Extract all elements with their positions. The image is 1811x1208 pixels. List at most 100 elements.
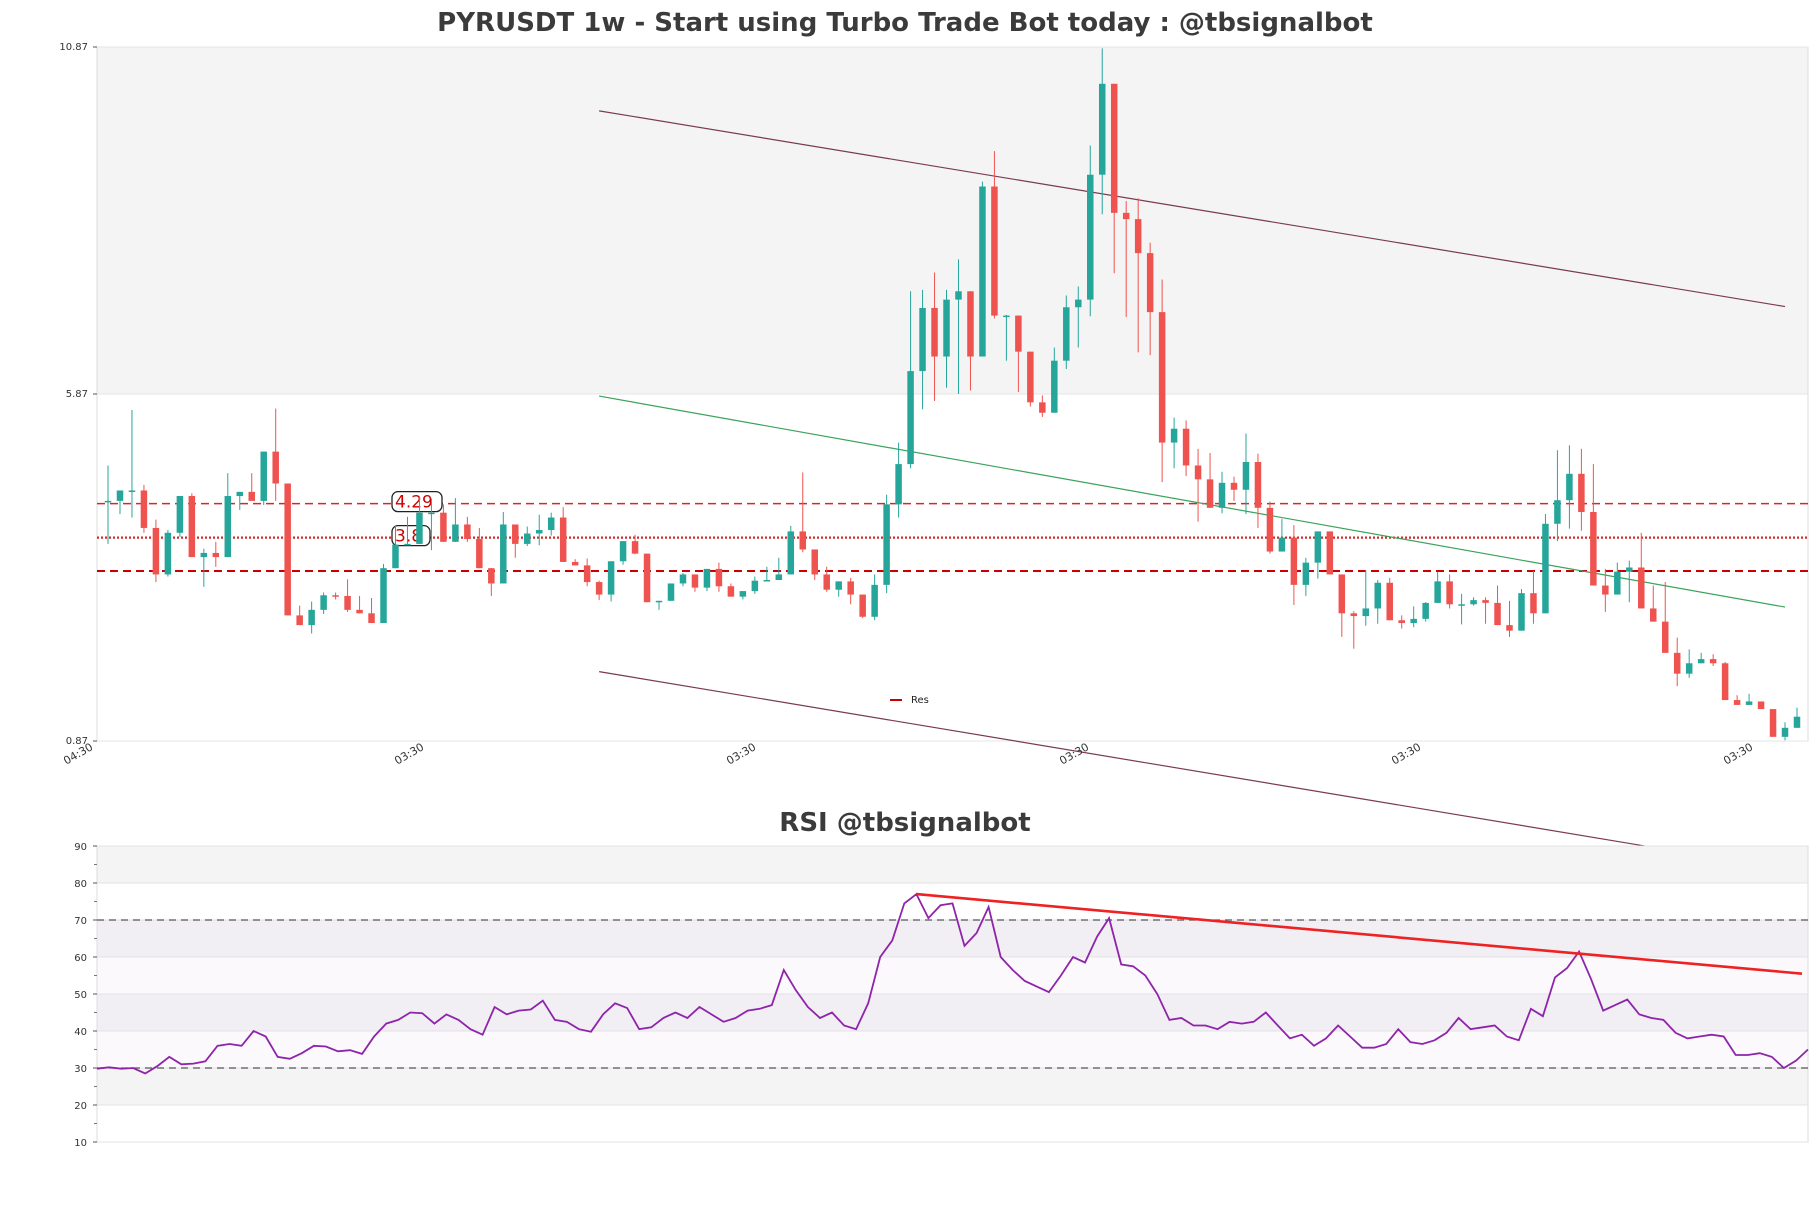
candle-body: [931, 307, 938, 357]
candle-body: [176, 496, 184, 533]
candle-body: [1578, 473, 1585, 512]
price-legend: Res: [890, 695, 929, 706]
candle-body: [883, 504, 890, 585]
candle-body: [428, 512, 435, 515]
candle-body: [1326, 531, 1334, 575]
rsi-y-tick-label: 20: [74, 1101, 87, 1112]
candle-body: [667, 583, 675, 601]
candle-body: [811, 549, 818, 575]
candle-body: [1338, 574, 1346, 614]
rsi-y-tick-label: 60: [74, 953, 87, 964]
rsi-lines: [96, 892, 1809, 1075]
rsi-band-top: [97, 846, 1808, 883]
price-x-tick-label: 03:30: [724, 740, 758, 767]
candle-body: [1434, 581, 1441, 603]
candle-body: [1590, 511, 1597, 586]
price-candles: [104, 48, 1801, 741]
price-chart-title: PYRUSDT 1w - Start using Turbo Trade Bot…: [437, 8, 1373, 38]
candle-body: [1374, 582, 1381, 609]
rsi-band-lower: [97, 1031, 1808, 1068]
candle-body: [703, 568, 711, 588]
candle-body: [1110, 83, 1118, 213]
candle-body: [655, 600, 663, 603]
price-upper-band: [97, 47, 1808, 394]
candle-body: [224, 496, 232, 558]
price-x-tick-label: 03:30: [1721, 740, 1755, 767]
candle-body: [524, 533, 531, 544]
candle-body: [1626, 567, 1633, 572]
channel-line-upper: [599, 110, 1786, 308]
candle-body: [260, 451, 267, 501]
candle-body: [1614, 571, 1621, 595]
rsi-y-tick-label: 80: [74, 879, 87, 890]
candle-body: [1793, 716, 1801, 728]
candle-body: [128, 490, 136, 492]
candle-body: [691, 574, 699, 588]
price-x-tick-label: 03:30: [1057, 740, 1091, 767]
candle-body: [1721, 663, 1729, 701]
candle-body: [607, 561, 615, 595]
rsi-y-tick-label: 70: [74, 916, 87, 927]
legend-label: Res: [911, 695, 929, 706]
candle-body: [763, 579, 771, 582]
level-label: 3.8: [395, 527, 422, 547]
candle-body: [1278, 537, 1286, 552]
candle-body: [943, 299, 950, 357]
candle-body: [991, 186, 998, 316]
candle-body: [787, 531, 795, 575]
channel-line-middle: [599, 395, 1786, 608]
candle-body: [643, 553, 651, 603]
candle-body: [1063, 307, 1070, 361]
candle-body: [823, 574, 830, 590]
candle-body: [1362, 608, 1370, 617]
price-x-tick-label: 03:30: [1389, 740, 1423, 767]
candle-body: [1638, 567, 1645, 609]
price-y-tick-label: 5.87: [66, 389, 88, 400]
candle-body: [1290, 537, 1298, 585]
candle-body: [1398, 620, 1405, 624]
candle-body: [1158, 312, 1166, 443]
level-label-box: [391, 491, 443, 513]
candle-body: [751, 580, 759, 592]
candle-body: [380, 568, 387, 624]
candle-body: [296, 615, 303, 626]
candle-body: [1673, 652, 1681, 674]
candle-body: [1386, 582, 1393, 621]
candle-body: [1745, 701, 1753, 705]
candle-body: [1039, 402, 1046, 413]
candle-body: [1482, 600, 1489, 603]
candle-body: [188, 496, 196, 558]
candle-body: [1446, 581, 1453, 605]
candle-body: [859, 594, 866, 617]
candle-body: [488, 568, 495, 584]
candle-body: [967, 291, 974, 357]
candle-body: [799, 531, 807, 550]
candle-body: [1314, 531, 1322, 563]
candle-body: [1422, 602, 1429, 619]
candle-body: [1146, 253, 1154, 313]
candle-body: [1087, 174, 1094, 300]
candle-body: [236, 491, 244, 497]
candle-body: [1602, 585, 1609, 595]
rsi-band-bottom: [97, 1068, 1808, 1105]
candle-body: [907, 371, 914, 465]
candle-body: [1410, 618, 1417, 624]
candle-body: [1697, 659, 1705, 664]
rsi-y-tick-label: 90: [74, 842, 87, 853]
candle-body: [535, 530, 543, 534]
candle-body: [1027, 351, 1034, 403]
candle-body: [104, 500, 112, 503]
candle-body: [739, 591, 747, 597]
candle-body: [1230, 482, 1238, 490]
candle-body: [1757, 701, 1765, 710]
channel-line-lower: [599, 671, 1786, 870]
candle-body: [1254, 462, 1262, 508]
rsi-band-mid2: [97, 994, 1808, 1031]
candle-body: [344, 595, 351, 610]
candle-body: [152, 527, 160, 575]
candle-body: [583, 565, 591, 583]
candle-body: [1470, 600, 1477, 605]
candle-body: [871, 584, 878, 617]
candle-body: [1134, 219, 1142, 254]
price-y-tick-label: 0.87: [66, 736, 88, 747]
